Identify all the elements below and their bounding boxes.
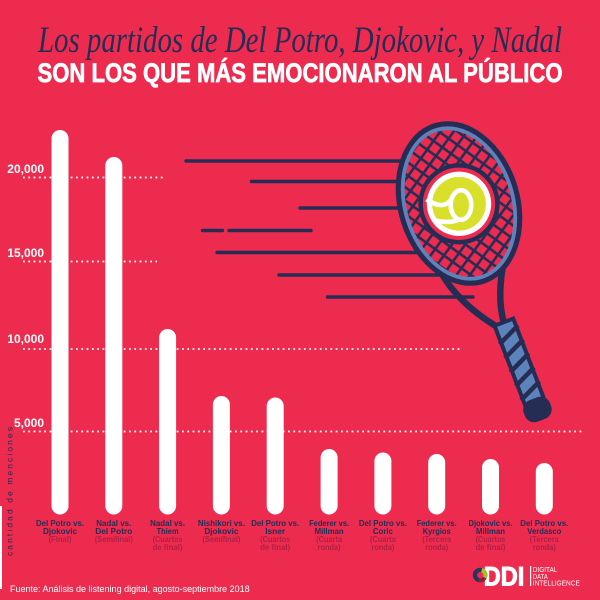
svg-text:Nadal vs.: Nadal vs. — [150, 518, 185, 528]
svg-text:Federer vs.: Federer vs. — [417, 518, 457, 528]
svg-text:Djokovic: Djokovic — [43, 526, 77, 536]
svg-text:ronda): ronda) — [371, 542, 394, 552]
svg-text:Kyrgios: Kyrgios — [423, 526, 451, 536]
svg-text:Del Potro vs.: Del Potro vs. — [520, 518, 568, 528]
svg-text:5,000: 5,000 — [14, 416, 44, 430]
svg-text:Djokovic: Djokovic — [204, 526, 238, 536]
svg-text:Nadal vs.: Nadal vs. — [96, 518, 131, 528]
svg-text:de final): de final) — [260, 542, 290, 552]
svg-text:(Cuarta: (Cuarta — [316, 534, 342, 544]
svg-text:Del Potro vs.: Del Potro vs. — [251, 518, 299, 528]
svg-text:Verdasco: Verdasco — [527, 526, 561, 536]
svg-text:Millman: Millman — [315, 526, 344, 536]
svg-text:Del Potro vs.: Del Potro vs. — [36, 518, 84, 528]
svg-text:Los partidos de Del Potro, Djo: Los partidos de Del Potro, Djokovic, y N… — [37, 20, 562, 61]
svg-text:ronda): ronda) — [533, 542, 556, 552]
svg-text:Coric: Coric — [373, 526, 393, 536]
svg-text:Djokovic vs.: Djokovic vs. — [469, 518, 513, 528]
svg-text:DATA: DATA — [533, 572, 548, 581]
svg-text:(Cuartos: (Cuartos — [153, 534, 183, 544]
svg-text:20,000: 20,000 — [7, 162, 44, 176]
svg-text:Del Potro vs.: Del Potro vs. — [359, 518, 407, 528]
svg-text:(Tercera: (Tercera — [530, 534, 559, 544]
svg-text:DIGITAL: DIGITAL — [533, 565, 558, 574]
svg-text:(Cuartos: (Cuartos — [476, 534, 506, 544]
svg-text:Isner: Isner — [265, 526, 286, 536]
svg-text:(Cuartos: (Cuartos — [260, 534, 290, 544]
svg-text:INTELLIGENCE: INTELLIGENCE — [533, 579, 580, 588]
svg-text:DDI: DDI — [484, 561, 525, 591]
svg-text:Fuente: Análisis de listening: Fuente: Análisis de listening digital, a… — [10, 584, 250, 594]
svg-text:10,000: 10,000 — [7, 332, 44, 346]
svg-text:Millman: Millman — [476, 526, 505, 536]
svg-text:15,000: 15,000 — [7, 246, 44, 260]
svg-text:ronda): ronda) — [425, 542, 448, 552]
svg-text:Del Potro: Del Potro — [95, 526, 132, 536]
svg-text:SON LOS QUE MÁS EMOCIONARON AL: SON LOS QUE MÁS EMOCIONARON AL PÚBLICO — [38, 57, 563, 88]
svg-text:(Cuarta: (Cuarta — [370, 534, 396, 544]
svg-text:Federer vs.: Federer vs. — [309, 518, 349, 528]
svg-text:(Semifinal): (Semifinal) — [202, 534, 240, 544]
svg-text:(Tercera: (Tercera — [422, 534, 451, 544]
svg-text:Thiem: Thiem — [157, 526, 179, 536]
svg-text:Nishikori vs.: Nishikori vs. — [198, 518, 245, 528]
svg-text:(Semifinal): (Semifinal) — [95, 534, 133, 544]
svg-text:(Final): (Final) — [49, 534, 72, 544]
svg-text:cantidad de menciones: cantidad de menciones — [5, 427, 15, 556]
svg-text:ronda): ronda) — [318, 542, 341, 552]
svg-text:de final): de final) — [153, 542, 183, 552]
svg-text:de final): de final) — [476, 542, 506, 552]
